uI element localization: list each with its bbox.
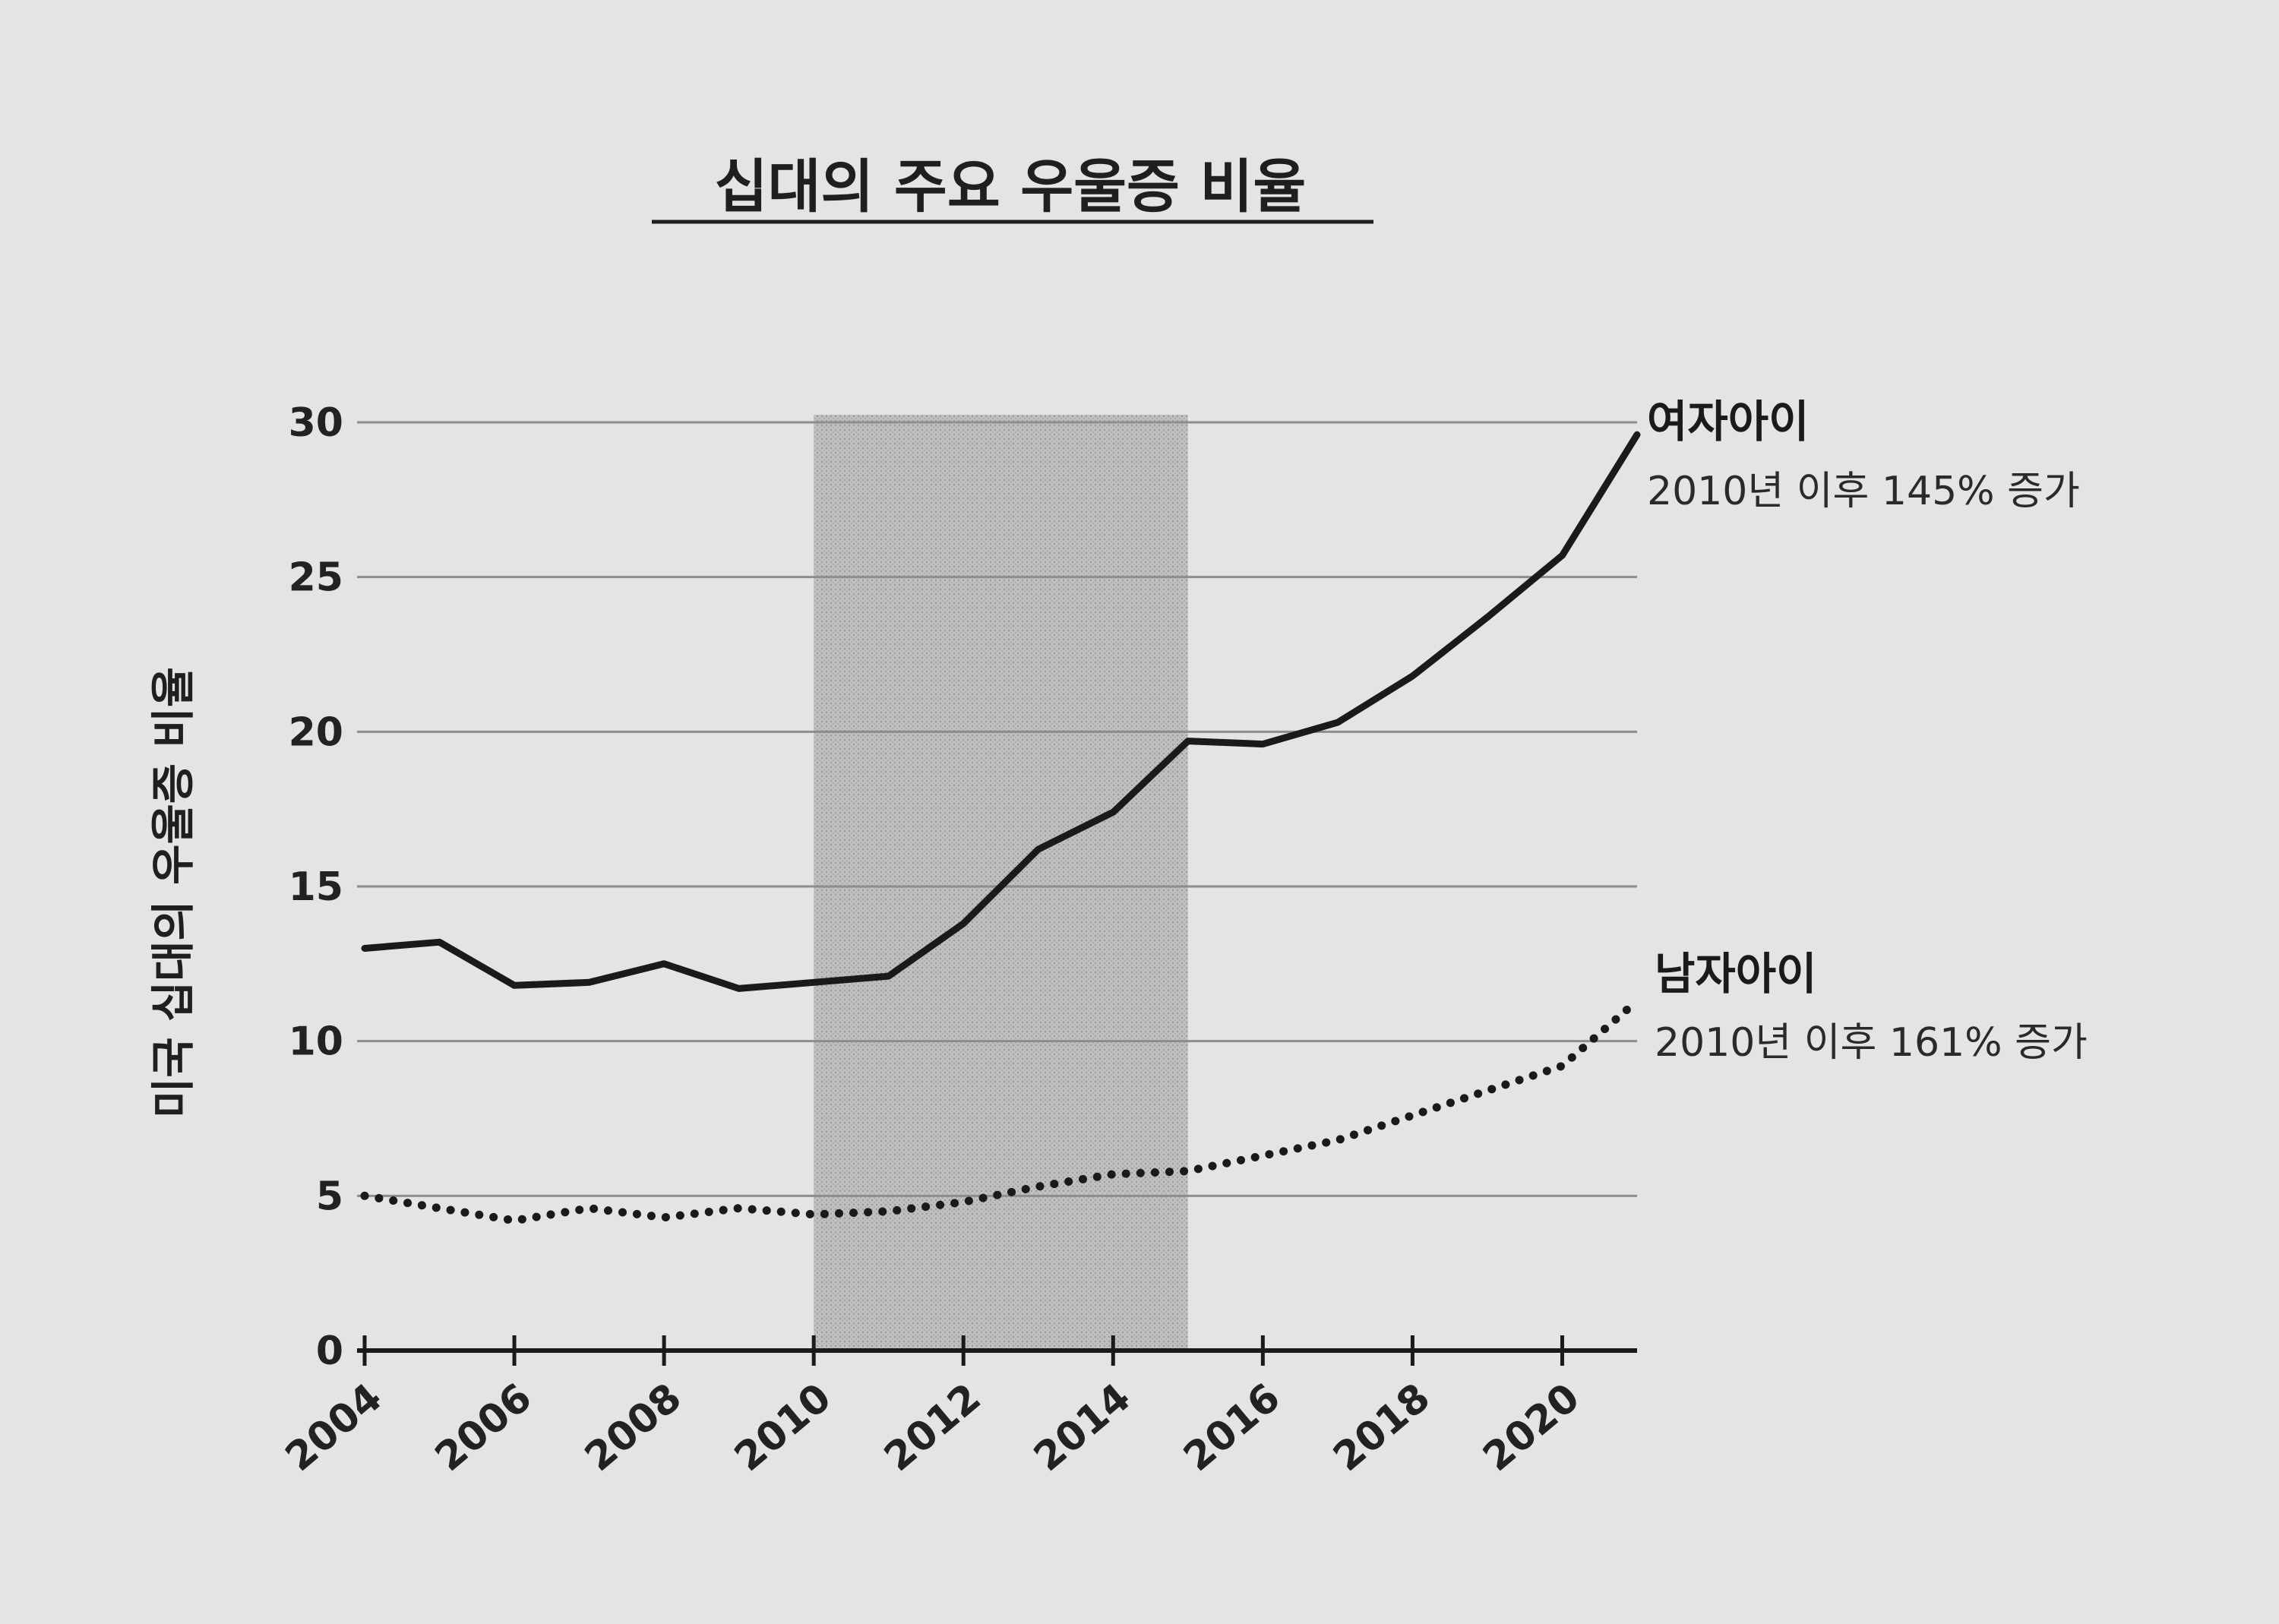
- x-tick-label: 2010: [726, 1375, 839, 1480]
- x-tick-label: 2008: [577, 1375, 690, 1480]
- y-tick-label: 10: [289, 1019, 343, 1065]
- x-tick-label: 2014: [1026, 1375, 1139, 1480]
- y-tick-label: 25: [289, 555, 343, 601]
- chart-title: 십대의 주요 우울증 비율: [715, 153, 1307, 220]
- series-label-girls: 여자아이: [1647, 396, 1809, 447]
- series-line-girls: [361, 431, 1641, 992]
- y-tick-label: 0: [316, 1329, 343, 1374]
- x-tick-label: 2018: [1325, 1375, 1438, 1480]
- series-annotation-girls: 2010년 이후 145% 증가: [1647, 469, 2080, 514]
- y-tick-label: 30: [289, 400, 343, 446]
- x-tick-label: 2004: [277, 1375, 390, 1480]
- x-tick-label: 2020: [1475, 1375, 1588, 1480]
- y-tick-label: 20: [289, 709, 343, 755]
- x-tick-label: 2016: [1175, 1375, 1288, 1480]
- y-tick-label: 15: [289, 864, 343, 910]
- x-tick-label: 2012: [876, 1375, 989, 1480]
- x-tick-label: 2006: [427, 1375, 540, 1480]
- series-line-boys: [360, 997, 1642, 1225]
- y-axis-label: 미국 십대의 우울증 비율: [147, 667, 199, 1118]
- y-tick-label: 5: [316, 1174, 343, 1219]
- series-label-boys: 남자아이: [1655, 948, 1816, 1000]
- series-annotation-boys: 2010년 이후 161% 증가: [1655, 1020, 2088, 1066]
